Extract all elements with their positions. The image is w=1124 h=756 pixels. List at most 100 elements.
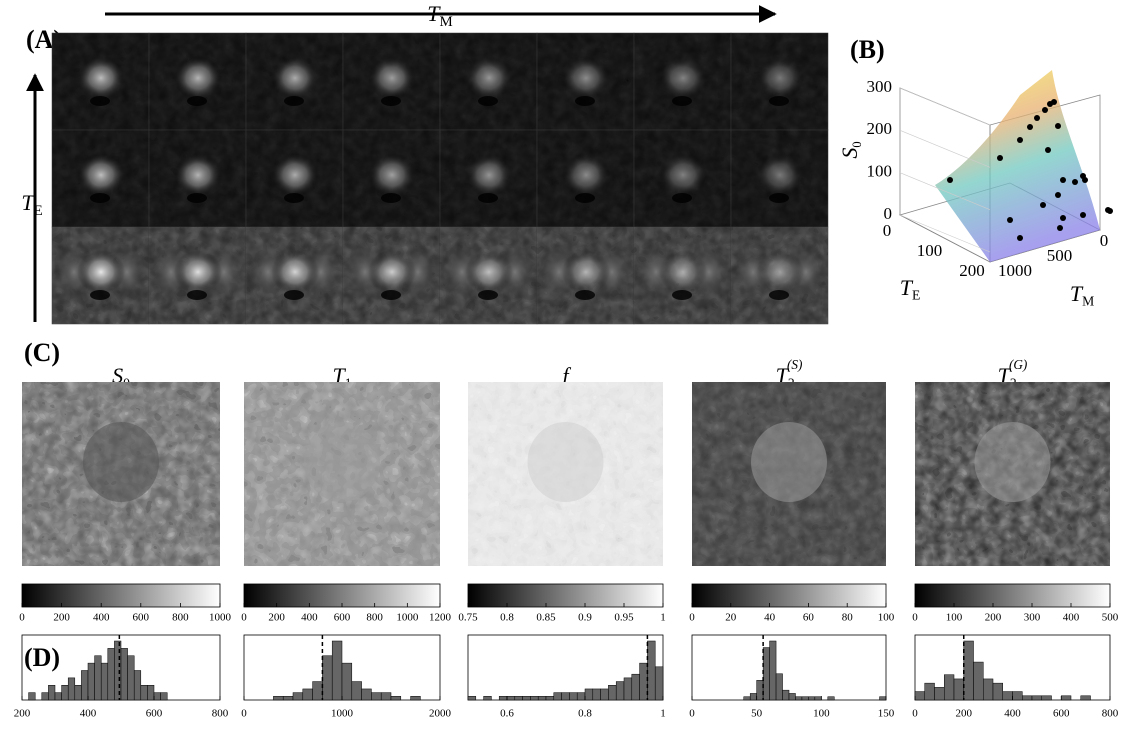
mri-image: [536, 129, 635, 228]
symbol: f: [562, 363, 571, 388]
hist-bar: [48, 685, 56, 701]
hist-bar: [615, 681, 625, 701]
hist-bar: [292, 692, 304, 701]
hist-bar: [273, 696, 284, 701]
x-tick-label: 600: [146, 708, 163, 720]
hist-bar: [160, 692, 168, 701]
mri-image: [730, 226, 829, 325]
data-dot: [1057, 225, 1063, 231]
mri-dark: [381, 193, 401, 203]
hist-bar: [100, 662, 109, 701]
mri-image: [633, 226, 732, 325]
mri-dark: [90, 96, 110, 106]
z-grid: [899, 87, 991, 126]
hist-bar: [74, 685, 82, 701]
data-dot: [1034, 115, 1040, 121]
colorbar-tick-label: 0: [19, 612, 25, 624]
hist-bar: [639, 662, 648, 701]
parameter-map: [468, 382, 663, 566]
mri-blob: [174, 250, 222, 294]
subscript: E: [912, 288, 920, 303]
colorbar-tick-label: 1000: [209, 612, 232, 624]
mri-blob: [756, 250, 804, 294]
mri-dark: [672, 193, 692, 203]
subscript: M: [1082, 294, 1094, 309]
hist-bar: [647, 640, 656, 701]
hist-bar: [28, 692, 36, 701]
mri-blob: [77, 250, 125, 294]
hist-bar: [944, 674, 955, 701]
colorbar-tick-label: 0.95: [614, 612, 634, 624]
mri-dark: [672, 290, 692, 300]
mri-dark: [478, 96, 498, 106]
map-center: [974, 422, 1051, 502]
colorbar-tick-label: 60: [803, 612, 815, 624]
tm-tick-label: 0: [1100, 231, 1109, 250]
z-tick-label: 300: [867, 77, 893, 96]
map-center: [83, 422, 159, 502]
colorbar-tick-label: 800: [366, 612, 383, 624]
colorbar-tick-label: 200: [268, 612, 285, 624]
data-dot: [1040, 202, 1046, 208]
fit-surface: [935, 70, 1100, 262]
hist-bar: [1041, 695, 1052, 701]
data-dot: [1027, 124, 1033, 130]
mri-blob: [174, 56, 222, 100]
hist-bar: [351, 681, 362, 701]
mri-dark: [381, 290, 401, 300]
te-tick-label: 0: [883, 221, 892, 240]
superscript: (S): [787, 357, 802, 372]
colorbar-tick-label: 400: [93, 612, 110, 624]
math-label: TM: [427, 1, 452, 31]
hist-bar: [380, 692, 392, 701]
panel-label: (B): [850, 35, 885, 64]
symbol: S: [112, 363, 123, 388]
x-tick-label: 50: [751, 708, 763, 720]
mri-dark: [575, 290, 595, 300]
colorbar-tick-label: 0.85: [536, 612, 556, 624]
data-dot: [997, 155, 1003, 161]
hist-bar: [631, 673, 640, 701]
z-tick-label: 100: [867, 162, 893, 181]
data-dot: [1007, 217, 1013, 223]
mri-dark: [187, 290, 207, 300]
mri-image: [148, 226, 247, 325]
x-tick-label: 0.6: [500, 708, 514, 720]
hist-bar: [127, 655, 135, 701]
hist-bar: [814, 696, 822, 701]
hist-bar: [654, 666, 664, 701]
x-tick-label: 0: [689, 708, 695, 720]
hist-bar: [81, 670, 89, 701]
mri-image: [342, 32, 441, 131]
map-center: [751, 422, 827, 502]
mri-dark: [672, 96, 692, 106]
hist-bar: [973, 661, 984, 701]
hist-bar: [140, 685, 148, 701]
colorbar-tick-label: 100: [946, 612, 963, 624]
math-label: TM: [1070, 281, 1094, 309]
mri-image: [245, 129, 344, 228]
hist-bar: [584, 688, 594, 701]
hist-bar: [963, 640, 974, 701]
mri-blob: [562, 56, 610, 100]
colorbar: [21, 583, 221, 608]
symbol: T: [21, 190, 35, 215]
x-tick-label: 400: [80, 708, 97, 720]
parameter-map: [22, 382, 220, 566]
hist-bar: [600, 688, 609, 701]
symbol: T: [998, 363, 1012, 388]
hist-bar: [282, 696, 294, 701]
symbol: T: [427, 1, 441, 26]
mri-image: [633, 129, 732, 228]
mri-dark: [575, 193, 595, 203]
data-dot: [1072, 179, 1078, 185]
parameter-map: [244, 382, 440, 566]
hist-bar: [322, 655, 333, 701]
symbol: S: [837, 148, 862, 159]
hist-bar: [1031, 695, 1042, 701]
hist-bar: [569, 692, 578, 701]
panel-label: (D): [24, 643, 60, 672]
data-dot: [1045, 147, 1051, 153]
mri-blob: [271, 153, 319, 197]
data-dot: [1055, 192, 1061, 198]
